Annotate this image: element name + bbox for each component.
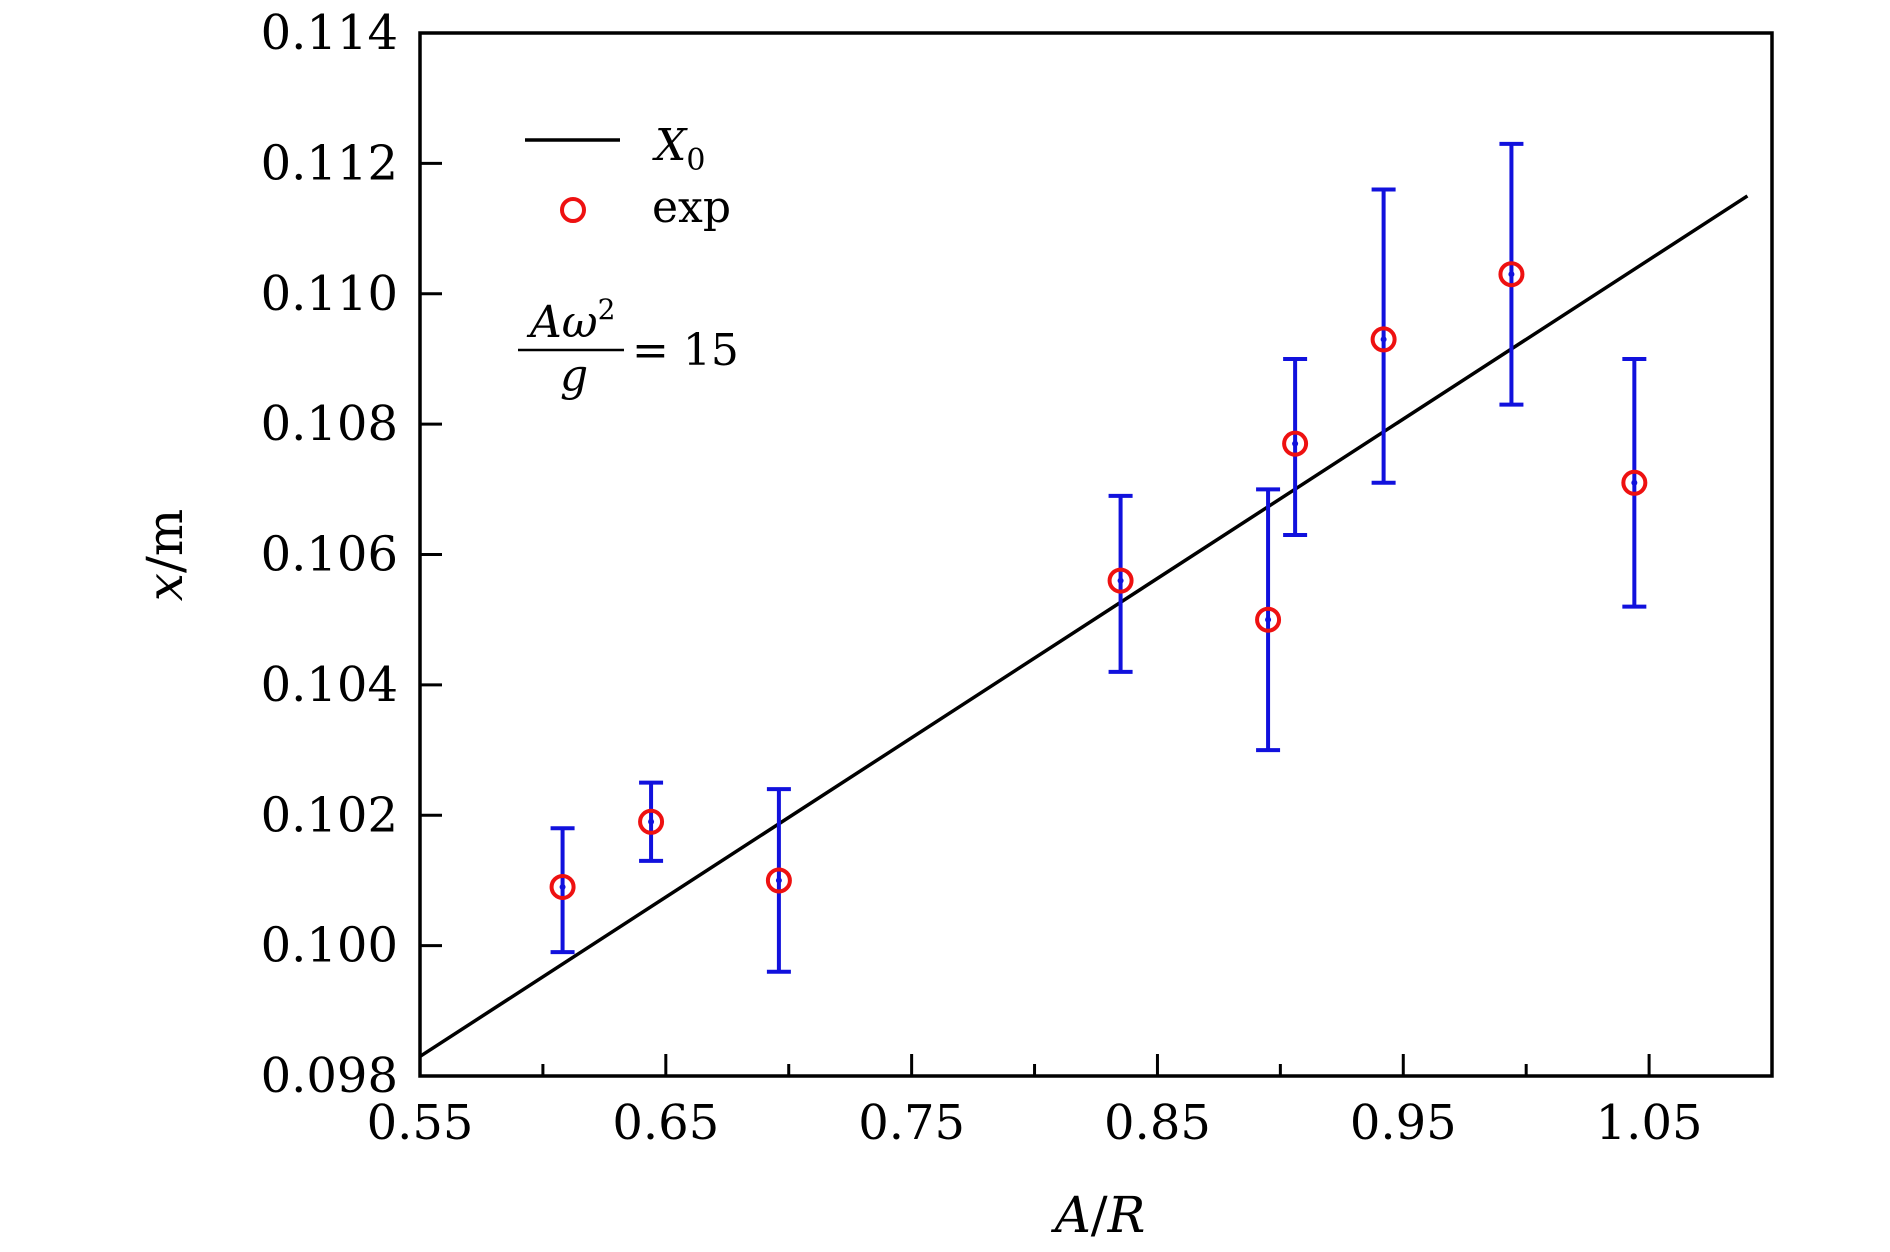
data-point-center xyxy=(775,877,782,884)
y-tick-label: 0.112 xyxy=(261,135,398,191)
plot-marks xyxy=(419,141,1749,1058)
data-point xyxy=(1621,469,1648,496)
data-point xyxy=(1107,567,1134,594)
data-point xyxy=(638,808,665,835)
x-axis-title: A/R xyxy=(1051,1186,1146,1244)
annotation-numerator: Aω2 xyxy=(526,293,615,348)
data-point-center xyxy=(1292,440,1299,447)
data-point xyxy=(549,873,576,900)
data-point xyxy=(1255,606,1282,633)
y-tick-label: 0.098 xyxy=(261,1048,398,1104)
series-line-x0 xyxy=(419,194,1749,1058)
data-point xyxy=(1282,430,1309,457)
data-point-center xyxy=(1265,616,1272,623)
y-tick-label: 0.106 xyxy=(261,527,398,583)
data-point xyxy=(1370,326,1397,353)
x-tick-label: 0.75 xyxy=(858,1095,965,1151)
legend: X0 exp xyxy=(525,120,731,233)
x-tick-label: 1.05 xyxy=(1596,1095,1703,1151)
legend-marker-swatch xyxy=(560,197,586,223)
axis-ticks: 0.55 0.65 0.75 0.85 0.95 1.05 0.098 0.100 0.102 0… xyxy=(261,5,1703,1151)
x-tick-label: 0.65 xyxy=(612,1095,719,1151)
x-tick-label: 0.55 xyxy=(367,1095,474,1151)
x-tick-label: 0.95 xyxy=(1350,1095,1457,1151)
data-point-center xyxy=(559,883,566,890)
data-point-center xyxy=(648,818,655,825)
y-tick-label: 0.114 xyxy=(261,5,398,61)
y-tick-label: 0.108 xyxy=(261,396,398,452)
y-tick-label: 0.102 xyxy=(261,787,398,843)
annotation-denominator: g xyxy=(560,350,588,401)
y-axis-title: x/m xyxy=(136,509,194,601)
y-tick-label: 0.100 xyxy=(261,918,398,974)
data-point-center xyxy=(1631,479,1638,486)
data-point xyxy=(765,867,792,894)
y-tick-label: 0.110 xyxy=(261,266,398,322)
data-point-center xyxy=(1380,336,1387,343)
y-tick-label: 0.104 xyxy=(261,657,398,713)
x-tick-label: 0.85 xyxy=(1104,1095,1211,1151)
data-point-center xyxy=(1117,577,1124,584)
legend-label-exp: exp xyxy=(652,182,731,233)
legend-label-x0: X0 xyxy=(652,120,705,178)
parameter-annotation: Aω2 g = 15 xyxy=(518,293,739,401)
annotation-equals: = 15 xyxy=(632,325,739,376)
data-point-center xyxy=(1508,271,1515,278)
data-point xyxy=(1498,261,1525,288)
